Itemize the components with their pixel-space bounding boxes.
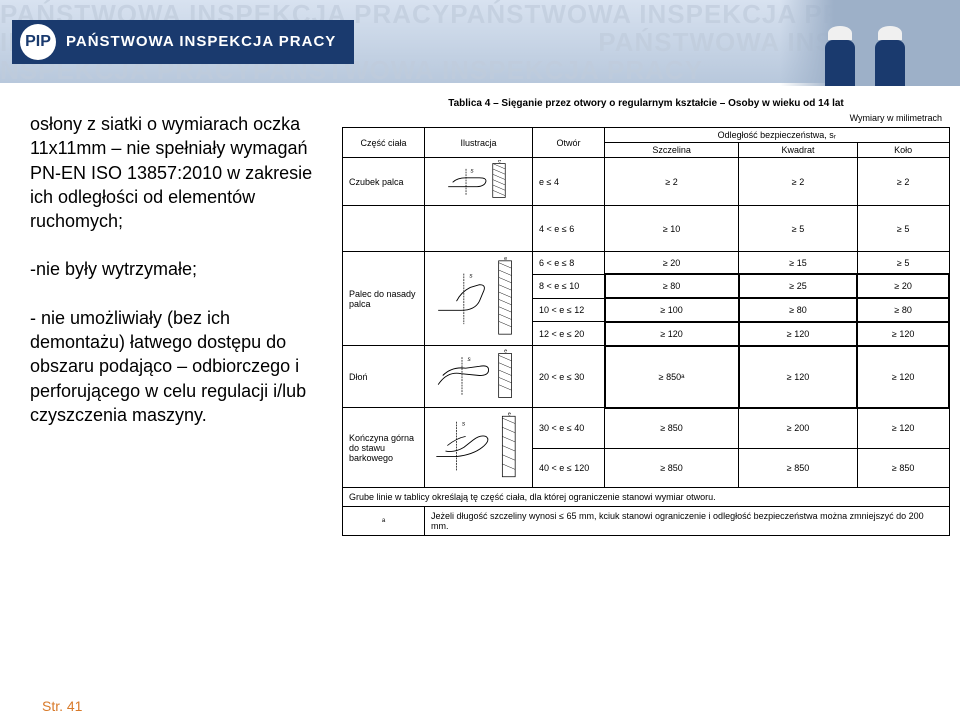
table-title: Tablica 4 – Sięganie przez otwory o regu… [342, 98, 950, 109]
logo-text: PAŃSTWOWA INSPEKCJA PRACY [66, 33, 336, 50]
cell-square: ≥ 120 [739, 346, 858, 408]
cell-square: ≥ 2 [739, 158, 858, 206]
table-subtitle: Wymiary w milimetrach [342, 113, 950, 123]
cell-circle: ≥ 5 [857, 252, 949, 275]
cell-circle: ≥ 850 [857, 448, 949, 487]
cell-opening: 20 < e ≤ 30 [533, 346, 605, 408]
table-row: Kończyna górna do stawu barkowegose30 < … [343, 408, 950, 449]
table-footer-2: ᵃJeżeli długość szczeliny wynosi ≤ 65 mm… [343, 507, 950, 536]
th-safety-dist: Odległość bezpieczeństwa, sᵣ [605, 128, 950, 143]
cell-square: ≥ 120 [739, 322, 858, 346]
svg-text:s: s [469, 272, 473, 279]
cell-body-part [343, 206, 425, 252]
cell-circle: ≥ 120 [857, 408, 949, 449]
logo-icon: PIP [20, 24, 56, 60]
cell-opening: 10 < e ≤ 12 [533, 298, 605, 322]
header-banner: PAŃSTWOWA INSPEKCJA PRACYPAŃSTWOWA INSPE… [0, 0, 960, 86]
cell-square: ≥ 25 [739, 274, 858, 298]
cell-square: ≥ 5 [739, 206, 858, 252]
svg-text:s: s [462, 420, 466, 427]
cell-illustration [425, 206, 533, 252]
cell-body-part: Czubek palca [343, 158, 425, 206]
cell-opening: 30 < e ≤ 40 [533, 408, 605, 449]
svg-text:e: e [504, 256, 507, 262]
svg-text:e: e [498, 160, 501, 165]
cell-body-part: Dłoń [343, 346, 425, 408]
table-row: 4 < e ≤ 6≥ 10≥ 5≥ 5 [343, 206, 950, 252]
cell-slot: ≥ 100 [605, 298, 739, 322]
cell-circle: ≥ 5 [857, 206, 949, 252]
cell-square: ≥ 200 [739, 408, 858, 449]
table-row: Dłońse20 < e ≤ 30≥ 850ᵃ≥ 120≥ 120 [343, 346, 950, 408]
cell-square: ≥ 80 [739, 298, 858, 322]
svg-text:e: e [504, 349, 507, 355]
paragraph-2: -nie były wytrzymałe; [30, 257, 330, 281]
cell-opening: 8 < e ≤ 10 [533, 274, 605, 298]
th-part: Część ciała [343, 128, 425, 158]
table-row: Czubek palcasee ≤ 4≥ 2≥ 2≥ 2 [343, 158, 950, 206]
cell-circle: ≥ 120 [857, 322, 949, 346]
cell-slot: ≥ 850 [605, 448, 739, 487]
cell-body-part: Kończyna górna do stawu barkowego [343, 408, 425, 488]
cell-slot: ≥ 10 [605, 206, 739, 252]
worker-icon [870, 26, 910, 86]
cell-slot: ≥ 850 [605, 408, 739, 449]
th-slot: Szczelina [605, 143, 739, 158]
header-image [780, 0, 960, 86]
cell-body-part: Palec do nasady palca [343, 252, 425, 346]
cell-opening: 6 < e ≤ 8 [533, 252, 605, 275]
th-circle: Koło [857, 143, 949, 158]
cell-illustration: se [425, 252, 533, 346]
cell-slot: ≥ 80 [605, 274, 739, 298]
cell-circle: ≥ 120 [857, 346, 949, 408]
cell-circle: ≥ 80 [857, 298, 949, 322]
body-text: osłony z siatki o wymiarach oczka 11x11m… [30, 98, 330, 536]
th-opening: Otwór [533, 128, 605, 158]
cell-slot: ≥ 120 [605, 322, 739, 346]
cell-slot: ≥ 850ᵃ [605, 346, 739, 408]
table-footer-1: Grube linie w tablicy określają tę część… [343, 488, 950, 507]
cell-opening: 12 < e ≤ 20 [533, 322, 605, 346]
cell-opening: e ≤ 4 [533, 158, 605, 206]
page-number: Str. 41 [42, 698, 82, 714]
svg-text:s: s [470, 167, 473, 174]
safety-table: Część ciała Ilustracja Otwór Odległość b… [342, 127, 950, 536]
logo: PIP PAŃSTWOWA INSPEKCJA PRACY [12, 20, 354, 64]
cell-circle: ≥ 20 [857, 274, 949, 298]
cell-square: ≥ 15 [739, 252, 858, 275]
table-row: Palec do nasady palcase6 < e ≤ 8≥ 20≥ 15… [343, 252, 950, 275]
safety-table-container: Tablica 4 – Sięganie przez otwory o regu… [342, 98, 950, 536]
th-square: Kwadrat [739, 143, 858, 158]
cell-illustration: se [425, 346, 533, 408]
svg-text:e: e [508, 411, 511, 417]
cell-illustration: se [425, 408, 533, 488]
cell-slot: ≥ 20 [605, 252, 739, 275]
cell-square: ≥ 850 [739, 448, 858, 487]
cell-slot: ≥ 2 [605, 158, 739, 206]
cell-opening: 4 < e ≤ 6 [533, 206, 605, 252]
cell-opening: 40 < e ≤ 120 [533, 448, 605, 487]
cell-illustration: se [425, 158, 533, 206]
paragraph-3: - nie umożliwiały (bez ich demontażu) ła… [30, 306, 330, 427]
worker-icon [820, 26, 860, 86]
th-illustration: Ilustracja [425, 128, 533, 158]
paragraph-1: osłony z siatki o wymiarach oczka 11x11m… [30, 112, 330, 233]
cell-circle: ≥ 2 [857, 158, 949, 206]
svg-text:s: s [468, 356, 472, 363]
